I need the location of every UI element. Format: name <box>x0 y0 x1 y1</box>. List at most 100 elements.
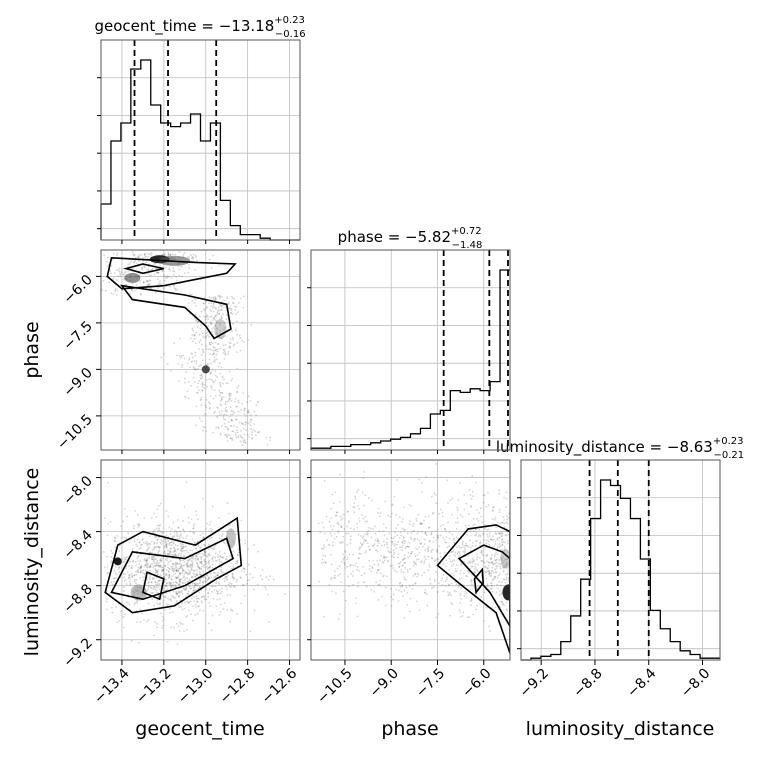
sample-point <box>197 605 200 607</box>
sample-point <box>202 570 205 573</box>
sample-point <box>133 603 136 605</box>
sample-point <box>475 608 477 611</box>
sample-point <box>122 561 125 564</box>
sample-point <box>240 408 243 411</box>
sample-point <box>113 580 116 583</box>
sample-point <box>355 562 358 565</box>
sample-point <box>227 583 230 586</box>
sample-point <box>211 590 214 593</box>
sample-point <box>501 538 504 541</box>
sample-point <box>398 582 401 585</box>
sample-point <box>208 523 211 526</box>
sample-point <box>169 533 172 535</box>
sample-point <box>444 584 447 587</box>
sample-point <box>370 570 373 573</box>
sample-point <box>251 436 254 439</box>
sample-point <box>115 293 118 296</box>
sample-point <box>154 621 157 624</box>
sample-point <box>230 311 232 314</box>
sample-point <box>159 574 162 577</box>
sample-point <box>200 420 203 423</box>
sample-point <box>246 582 248 585</box>
sample-point <box>149 287 152 290</box>
sample-point <box>187 263 190 266</box>
sample-point <box>146 562 149 565</box>
sample-point <box>192 527 195 530</box>
sample-point <box>132 559 135 562</box>
sample-point <box>204 577 207 580</box>
sample-point <box>228 307 231 310</box>
sample-point <box>235 418 237 421</box>
sample-point <box>139 576 142 579</box>
sample-point <box>216 406 219 409</box>
sample-point <box>168 573 170 576</box>
sample-point <box>340 526 343 528</box>
sample-point <box>118 270 121 273</box>
sample-point <box>207 567 210 569</box>
sample-point <box>178 274 181 277</box>
sample-point <box>215 298 217 301</box>
panel-frame <box>100 249 301 451</box>
sample-point <box>474 544 477 547</box>
sample-point <box>440 508 442 511</box>
sample-point <box>199 339 202 341</box>
sample-point <box>170 276 173 279</box>
sample-point <box>187 397 190 400</box>
sample-point <box>231 313 234 316</box>
sample-point <box>253 410 256 413</box>
sample-point <box>171 585 173 588</box>
sample-point <box>453 553 455 556</box>
sample-point <box>174 543 177 546</box>
sample-point <box>193 334 195 337</box>
sample-point <box>235 418 238 421</box>
sample-point <box>333 577 336 579</box>
sample-point <box>116 254 119 256</box>
sample-point <box>201 565 203 568</box>
sample-point <box>165 542 168 545</box>
sample-point <box>173 342 176 345</box>
sample-point <box>118 619 121 622</box>
sample-point <box>213 298 215 300</box>
sample-point <box>242 295 245 298</box>
sample-point <box>225 558 228 561</box>
sample-point <box>230 312 232 315</box>
sample-point <box>202 302 205 305</box>
sample-point <box>208 358 211 361</box>
sample-point <box>202 582 204 584</box>
sample-point <box>240 602 242 605</box>
sample-point <box>334 576 337 579</box>
sample-point <box>492 535 495 538</box>
sample-point <box>129 584 132 587</box>
sample-point <box>195 319 197 322</box>
sample-point <box>176 576 179 579</box>
sample-point <box>185 371 188 374</box>
sample-point <box>192 253 195 256</box>
sample-point <box>197 389 200 391</box>
sample-point <box>191 565 194 568</box>
sample-point <box>444 541 447 544</box>
sample-point <box>355 491 358 493</box>
sample-point <box>214 359 216 361</box>
sample-point <box>369 549 371 551</box>
sample-point <box>441 584 444 586</box>
sample-point <box>205 336 207 339</box>
sample-point <box>236 386 239 389</box>
sample-point <box>198 341 201 343</box>
sample-point <box>175 585 178 588</box>
sample-point <box>393 495 396 498</box>
sample-point <box>230 379 233 382</box>
sample-point <box>218 322 221 325</box>
sample-point <box>154 558 157 560</box>
sample-point <box>138 567 141 570</box>
sample-point <box>220 316 223 319</box>
sample-point <box>191 333 194 336</box>
sample-point <box>195 360 198 362</box>
sample-point <box>182 582 185 585</box>
sample-point <box>144 564 147 566</box>
sample-point <box>187 584 190 587</box>
sample-point <box>396 543 399 546</box>
sample-point <box>331 544 334 547</box>
sample-point <box>448 557 451 560</box>
sample-point <box>267 578 270 581</box>
sample-point <box>175 591 178 594</box>
